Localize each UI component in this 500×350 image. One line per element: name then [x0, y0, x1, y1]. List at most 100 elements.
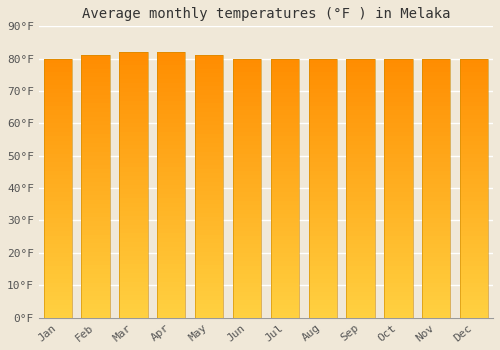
Bar — [44, 231, 72, 236]
Bar — [44, 154, 72, 158]
Bar — [270, 97, 299, 102]
Bar — [460, 296, 488, 300]
Bar — [233, 128, 261, 132]
Bar — [384, 128, 412, 132]
Bar — [82, 99, 110, 104]
Bar — [270, 214, 299, 218]
Bar — [119, 172, 148, 176]
Bar — [308, 89, 337, 93]
Bar — [195, 226, 224, 230]
Bar — [233, 102, 261, 106]
Bar — [308, 136, 337, 141]
Bar — [44, 89, 72, 93]
Bar — [82, 60, 110, 64]
Bar — [460, 210, 488, 214]
Bar — [422, 115, 450, 119]
Bar — [384, 136, 412, 141]
Bar — [422, 304, 450, 309]
Bar — [44, 248, 72, 253]
Bar — [44, 123, 72, 128]
Bar — [308, 63, 337, 67]
Bar — [195, 247, 224, 252]
Bar — [346, 296, 375, 300]
Bar — [270, 180, 299, 184]
Bar — [422, 274, 450, 279]
Bar — [157, 114, 186, 119]
Bar — [384, 257, 412, 261]
Bar — [384, 223, 412, 227]
Bar — [308, 279, 337, 283]
Bar — [460, 141, 488, 145]
Bar — [233, 171, 261, 175]
Bar — [270, 102, 299, 106]
Bar — [82, 164, 110, 169]
Bar — [44, 296, 72, 300]
Bar — [346, 59, 375, 63]
Bar — [422, 59, 450, 63]
Bar — [384, 97, 412, 102]
Bar — [82, 108, 110, 112]
Bar — [422, 313, 450, 317]
Bar — [44, 244, 72, 248]
Bar — [346, 193, 375, 197]
Bar — [82, 130, 110, 134]
Bar — [119, 88, 148, 92]
Bar — [270, 244, 299, 248]
Bar — [233, 300, 261, 304]
Bar — [346, 253, 375, 257]
Bar — [82, 296, 110, 300]
Bar — [308, 223, 337, 227]
Bar — [460, 59, 488, 63]
Bar — [233, 67, 261, 72]
Bar — [384, 141, 412, 145]
Bar — [422, 106, 450, 110]
Bar — [346, 214, 375, 218]
Bar — [460, 231, 488, 236]
Bar — [119, 145, 148, 149]
Bar — [460, 145, 488, 149]
Bar — [82, 169, 110, 173]
Bar — [384, 145, 412, 149]
Bar — [195, 138, 224, 143]
Bar — [460, 193, 488, 197]
Bar — [346, 175, 375, 180]
Bar — [82, 222, 110, 226]
Bar — [195, 121, 224, 125]
Bar — [195, 309, 224, 313]
Bar — [157, 52, 186, 57]
Bar — [270, 63, 299, 67]
Bar — [195, 217, 224, 222]
Bar — [346, 274, 375, 279]
Bar — [157, 189, 186, 194]
Bar — [346, 115, 375, 119]
Bar — [460, 261, 488, 266]
Bar — [384, 231, 412, 236]
Bar — [233, 309, 261, 313]
Bar — [308, 244, 337, 248]
Bar — [308, 110, 337, 115]
Bar — [384, 270, 412, 274]
Bar — [384, 283, 412, 287]
Bar — [270, 149, 299, 154]
Bar — [233, 313, 261, 317]
Bar — [157, 207, 186, 211]
Bar — [270, 309, 299, 313]
Bar — [460, 76, 488, 80]
Bar — [82, 160, 110, 164]
Bar — [195, 95, 224, 99]
Bar — [460, 197, 488, 201]
Bar — [82, 55, 110, 317]
Bar — [270, 115, 299, 119]
Bar — [157, 242, 186, 247]
Bar — [422, 102, 450, 106]
Bar — [422, 154, 450, 158]
Bar — [233, 205, 261, 210]
Bar — [157, 229, 186, 233]
Bar — [195, 204, 224, 208]
Title: Average monthly temperatures (°F ) in Melaka: Average monthly temperatures (°F ) in Me… — [82, 7, 450, 21]
Bar — [195, 77, 224, 82]
Bar — [44, 110, 72, 115]
Bar — [119, 57, 148, 61]
Bar — [422, 63, 450, 67]
Bar — [157, 287, 186, 291]
